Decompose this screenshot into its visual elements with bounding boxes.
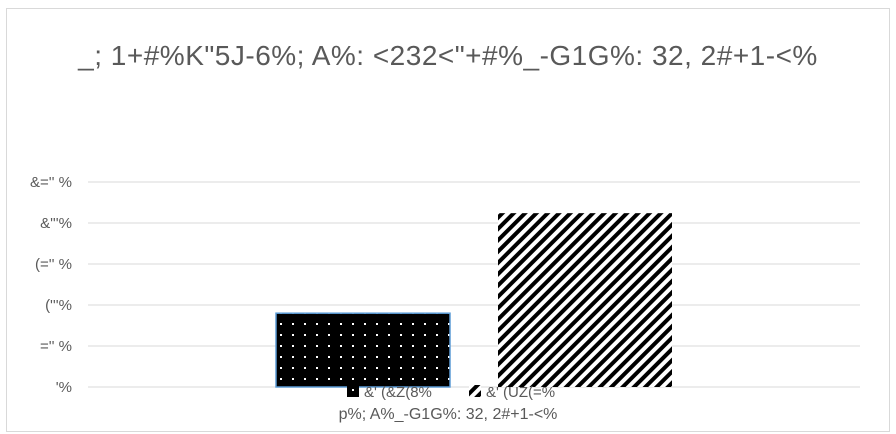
- y-tick-label: &'''%: [40, 215, 72, 232]
- y-tick-label: ('''%: [45, 297, 72, 314]
- y-tick-label: (='' %: [35, 256, 72, 273]
- y-tick-label: ='' %: [40, 338, 72, 355]
- bar-2: [498, 213, 672, 387]
- bars: [275, 213, 672, 388]
- y-tick-label: &='' %: [30, 174, 72, 191]
- chart-frame: [6, 8, 890, 432]
- y-axis-ticks: '% ='' % ('''% (='' % &'''% &='' %: [30, 174, 72, 396]
- x-axis-title: p%; A%_-G1G%: 32, 2#+1-<%: [338, 406, 558, 423]
- chart-title: _; 1+#%K"5J-6%; A%: <232<"+#%_-G1G%: 32,…: [78, 40, 818, 71]
- bar-1: [275, 312, 451, 388]
- y-tick-label: '%: [56, 379, 72, 396]
- legend-label: &' (UZ(=%: [486, 384, 555, 401]
- legend-label: &' (&Z(8%: [364, 384, 432, 401]
- legend-swatch: [469, 385, 481, 397]
- gridlines: [88, 181, 860, 388]
- legend: &' (&Z(8% &' (UZ(=%: [347, 384, 555, 401]
- legend-swatch: [347, 385, 359, 397]
